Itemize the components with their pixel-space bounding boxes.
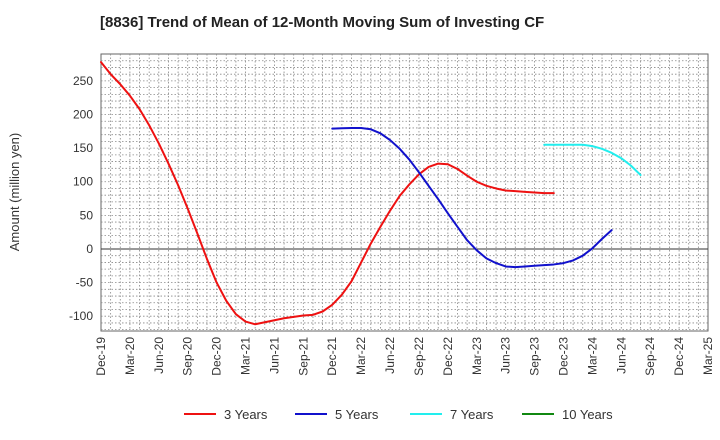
x-tick-label: Sep-24 — [643, 337, 657, 376]
x-tick-label: Dec-22 — [441, 337, 455, 376]
y-tick-label: -50 — [76, 276, 94, 290]
y-tick-label: 250 — [73, 74, 93, 88]
series-layer — [100, 61, 642, 326]
x-tick-label: Sep-22 — [412, 337, 426, 376]
y-tick-label: 100 — [73, 175, 93, 189]
legend-label: 3 Years — [224, 407, 268, 422]
y-tick-label: 0 — [86, 242, 93, 256]
series-line-5-years — [331, 126, 613, 269]
y-tick-label: 50 — [80, 208, 94, 222]
grid-layer — [101, 54, 708, 331]
x-tick-label: Mar-21 — [239, 337, 253, 375]
x-tick-label: Dec-23 — [556, 337, 570, 376]
x-tick-labels: Dec-19 Mar-20 Jun-20 Sep-20 Dec-20 Mar-21 Jun-… — [94, 337, 715, 376]
legend-label: 5 Years — [335, 407, 379, 422]
legend-label: 7 Years — [450, 407, 494, 422]
y-tick-label: 200 — [73, 108, 93, 122]
x-tick-label: Sep-23 — [528, 337, 542, 376]
x-tick-label: Mar-23 — [470, 337, 484, 375]
x-tick-label: Mar-22 — [354, 337, 368, 375]
x-tick-label: Dec-20 — [210, 337, 224, 376]
legend-item: 3 Years — [184, 407, 268, 422]
x-tick-label: Dec-21 — [325, 337, 339, 376]
x-tick-label: Jun-24 — [614, 337, 628, 374]
y-tick-label: -100 — [69, 309, 93, 323]
legend-item: 5 Years — [295, 407, 379, 422]
x-tick-label: Mar-24 — [585, 337, 599, 375]
x-tick-label: Mar-20 — [123, 337, 137, 375]
x-tick-label: Jun-23 — [499, 337, 513, 374]
legend-item: 7 Years — [410, 407, 494, 422]
y-axis-title: Amount (million yen) — [7, 133, 22, 252]
x-tick-label: Jun-22 — [383, 337, 397, 374]
y-tick-label: 150 — [73, 141, 93, 155]
plot-area — [100, 53, 709, 332]
legend-label: 10 Years — [562, 407, 613, 422]
series-line-7-years — [543, 143, 642, 177]
x-tick-label: Dec-24 — [672, 337, 686, 376]
legend-item: 10 Years — [522, 407, 613, 422]
chart-title: [8836] Trend of Mean of 12-Month Moving … — [100, 14, 545, 31]
series-line-3-years — [100, 61, 555, 326]
x-tick-label: Sep-21 — [296, 337, 310, 376]
legend: 3 Years 5 Years 7 Years 10 Years — [184, 407, 613, 422]
x-tick-label: Dec-19 — [94, 337, 108, 376]
x-tick-label: Mar-25 — [701, 337, 715, 375]
y-tick-labels: -100 -50 0 50 100 150 200 250 — [69, 74, 93, 323]
x-tick-label: Jun-21 — [267, 337, 281, 374]
x-tick-label: Jun-20 — [152, 337, 166, 374]
x-tick-label: Sep-20 — [181, 337, 195, 376]
